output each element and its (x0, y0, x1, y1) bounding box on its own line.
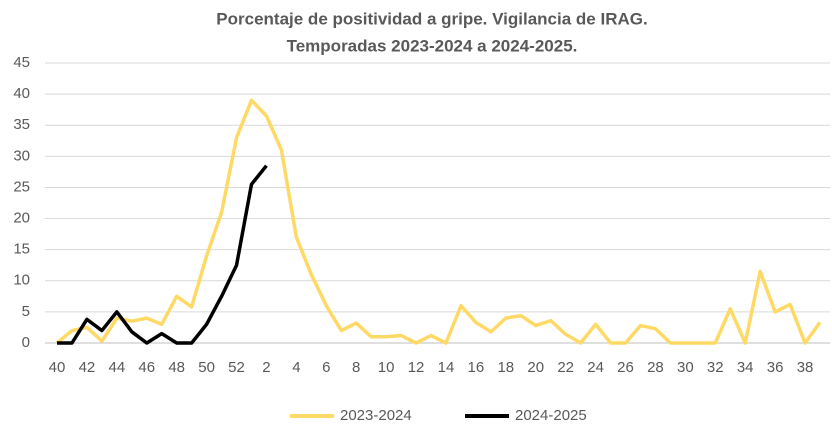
x-tick-label: 48 (168, 359, 185, 376)
x-tick-label: 44 (108, 359, 125, 376)
legend-label: 2024-2025 (515, 407, 587, 424)
x-tick-label: 42 (79, 359, 96, 376)
x-tick-label: 30 (677, 359, 694, 376)
x-tick-label: 6 (322, 359, 330, 376)
x-tick-label: 40 (49, 359, 66, 376)
y-tick-label: 20 (13, 210, 30, 227)
x-tick-label: 14 (438, 359, 455, 376)
y-tick-label: 35 (13, 116, 30, 133)
y-tick-label: 30 (13, 147, 30, 164)
x-tick-label: 12 (408, 359, 425, 376)
y-tick-label: 45 (13, 54, 30, 71)
x-tick-label: 26 (617, 359, 634, 376)
x-tick-label: 36 (767, 359, 784, 376)
x-tick-label: 28 (647, 359, 664, 376)
x-tick-label: 4 (292, 359, 300, 376)
chart-title: Temporadas 2023-2024 a 2024-2025. (287, 36, 578, 55)
series-line (57, 164, 268, 345)
x-tick-label: 16 (468, 359, 485, 376)
y-tick-label: 40 (13, 85, 30, 102)
x-tick-label: 8 (352, 359, 360, 376)
series-line (55, 98, 822, 345)
x-tick-label: 20 (527, 359, 544, 376)
chart-title: Porcentaje de positividad a gripe. Vigil… (216, 9, 647, 28)
x-tick-label: 24 (587, 359, 604, 376)
x-tick-label: 2 (262, 359, 270, 376)
x-tick-label: 10 (378, 359, 395, 376)
x-tick-label: 50 (198, 359, 215, 376)
x-tick-label: 52 (228, 359, 245, 376)
y-tick-label: 10 (13, 272, 30, 289)
y-tick-label: 15 (13, 241, 30, 258)
x-tick-label: 34 (737, 359, 754, 376)
y-tick-label: 25 (13, 178, 30, 195)
x-tick-label: 18 (497, 359, 514, 376)
y-tick-label: 5 (22, 303, 30, 320)
x-tick-label: 32 (707, 359, 724, 376)
x-tick-label: 38 (797, 359, 814, 376)
x-tick-label: 46 (138, 359, 155, 376)
x-tick-label: 22 (557, 359, 574, 376)
y-tick-label: 0 (22, 334, 30, 351)
legend-label: 2023-2024 (340, 407, 412, 424)
